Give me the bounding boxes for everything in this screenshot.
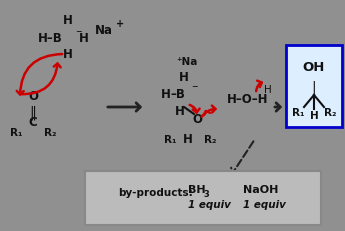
Text: O: O bbox=[192, 113, 202, 126]
Text: H–O–H: H–O–H bbox=[227, 93, 269, 106]
Text: –B: –B bbox=[170, 88, 186, 101]
Text: R₂: R₂ bbox=[204, 134, 216, 144]
Text: H: H bbox=[79, 31, 89, 44]
Text: R₁: R₁ bbox=[164, 134, 176, 144]
Text: ⁻: ⁻ bbox=[191, 83, 197, 96]
Text: NaOH: NaOH bbox=[243, 184, 278, 194]
Text: H: H bbox=[63, 48, 73, 61]
Text: ‖: ‖ bbox=[30, 105, 37, 120]
Text: ⁺Na: ⁺Na bbox=[176, 57, 198, 67]
Text: 3: 3 bbox=[203, 190, 209, 199]
Text: H: H bbox=[309, 110, 318, 121]
Text: OH: OH bbox=[303, 61, 325, 74]
FancyBboxPatch shape bbox=[286, 46, 342, 128]
Text: 1 equiv: 1 equiv bbox=[243, 199, 286, 209]
Text: H: H bbox=[183, 133, 193, 146]
Text: Na: Na bbox=[95, 23, 113, 36]
Text: 1 equiv: 1 equiv bbox=[188, 199, 231, 209]
Text: R₁: R₁ bbox=[292, 108, 304, 118]
Text: BH: BH bbox=[188, 184, 206, 194]
Text: H: H bbox=[63, 13, 73, 26]
Text: |: | bbox=[312, 80, 316, 95]
Text: ⁻: ⁻ bbox=[75, 28, 81, 41]
Text: C: C bbox=[29, 116, 37, 129]
Text: R₂: R₂ bbox=[324, 108, 336, 118]
Text: H: H bbox=[179, 71, 189, 84]
Text: H–B: H–B bbox=[38, 31, 62, 44]
Text: H: H bbox=[175, 105, 185, 118]
Text: H: H bbox=[264, 85, 272, 94]
Text: +: + bbox=[116, 19, 124, 29]
FancyBboxPatch shape bbox=[85, 171, 321, 225]
Text: R₂: R₂ bbox=[44, 128, 56, 137]
Text: by-products:: by-products: bbox=[118, 187, 193, 197]
Text: R₁: R₁ bbox=[10, 128, 22, 137]
Text: H: H bbox=[161, 88, 171, 101]
Text: O: O bbox=[28, 90, 38, 103]
